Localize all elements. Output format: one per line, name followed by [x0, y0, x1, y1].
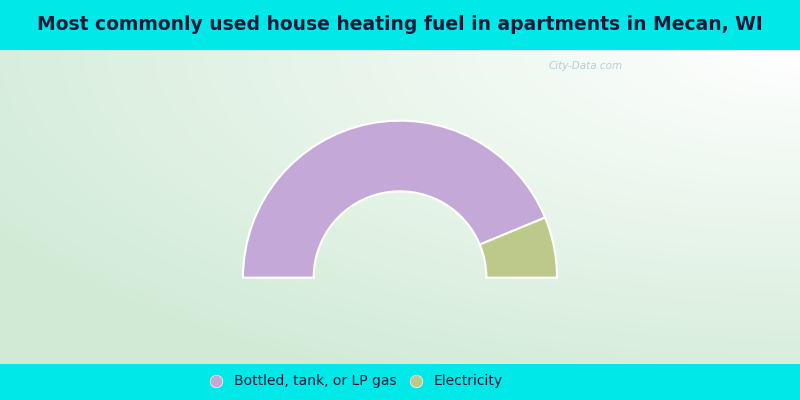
Wedge shape [480, 218, 557, 278]
Wedge shape [243, 121, 545, 278]
Text: Electricity: Electricity [434, 374, 502, 388]
Text: City-Data.com: City-Data.com [549, 61, 623, 71]
Text: Bottled, tank, or LP gas: Bottled, tank, or LP gas [234, 374, 396, 388]
Text: Most commonly used house heating fuel in apartments in Mecan, WI: Most commonly used house heating fuel in… [37, 14, 763, 34]
